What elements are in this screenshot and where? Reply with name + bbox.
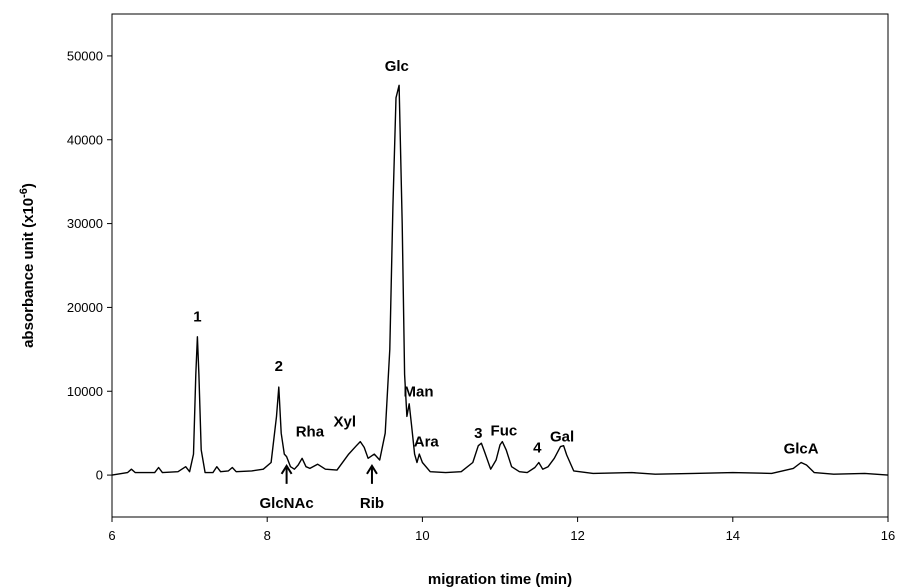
y-axis-ticks: 0 10000 20000 30000 40000 50000 — [67, 48, 112, 483]
y-axis-label-close: ) — [20, 183, 37, 188]
y-tick-label: 10000 — [67, 384, 103, 399]
y-tick-label: 40000 — [67, 132, 103, 147]
x-axis-ticks: 6 8 10 12 14 16 — [108, 517, 895, 543]
x-tick-label: 14 — [726, 528, 740, 543]
arrow-label: Rib — [360, 495, 384, 512]
peak-label: GlcA — [784, 440, 819, 457]
y-axis-label-main: absorbance unit (x10 — [20, 198, 37, 348]
peak-label: Glc — [385, 58, 409, 75]
x-tick-label: 10 — [415, 528, 429, 543]
arrow-annotations: GlcNAc Rib — [260, 463, 384, 512]
y-tick-label: 0 — [96, 468, 103, 483]
annotation-arrow-head — [280, 463, 293, 475]
plot-frame — [111, 13, 889, 518]
y-axis-label-superscript: -6 — [18, 188, 30, 198]
y-tick-label: 30000 — [67, 216, 103, 231]
peak-label: 4 — [533, 439, 542, 456]
peak-label: Ara — [414, 434, 440, 451]
peak-label: Rha — [296, 424, 325, 441]
y-axis-label: absorbance unit (x10-6) — [18, 183, 37, 348]
peak-label: Man — [404, 383, 434, 400]
axes — [111, 13, 889, 518]
x-axis-label: migration time (min) — [428, 571, 572, 587]
peak-label: 1 — [193, 309, 201, 326]
peak-label: 3 — [474, 425, 482, 442]
peak-label: Xyl — [334, 413, 357, 430]
peak-labels: 1 2 Rha Xyl Glc Man Ara 3 Fuc 4 Gal GlcA — [193, 58, 819, 457]
chromatogram-trace — [111, 84, 889, 476]
peak-label: Gal — [550, 429, 574, 446]
peak-label: Fuc — [491, 423, 518, 440]
x-tick-label: 6 — [108, 528, 115, 543]
annotation-arrow-head — [366, 463, 378, 475]
arrow-label: GlcNAc — [260, 495, 314, 512]
x-tick-label: 16 — [881, 528, 895, 543]
peak-label: 2 — [275, 358, 283, 375]
y-tick-label: 20000 — [67, 300, 103, 315]
x-tick-label: 8 — [264, 528, 271, 543]
y-tick-label: 50000 — [67, 48, 103, 63]
x-tick-label: 12 — [570, 528, 584, 543]
